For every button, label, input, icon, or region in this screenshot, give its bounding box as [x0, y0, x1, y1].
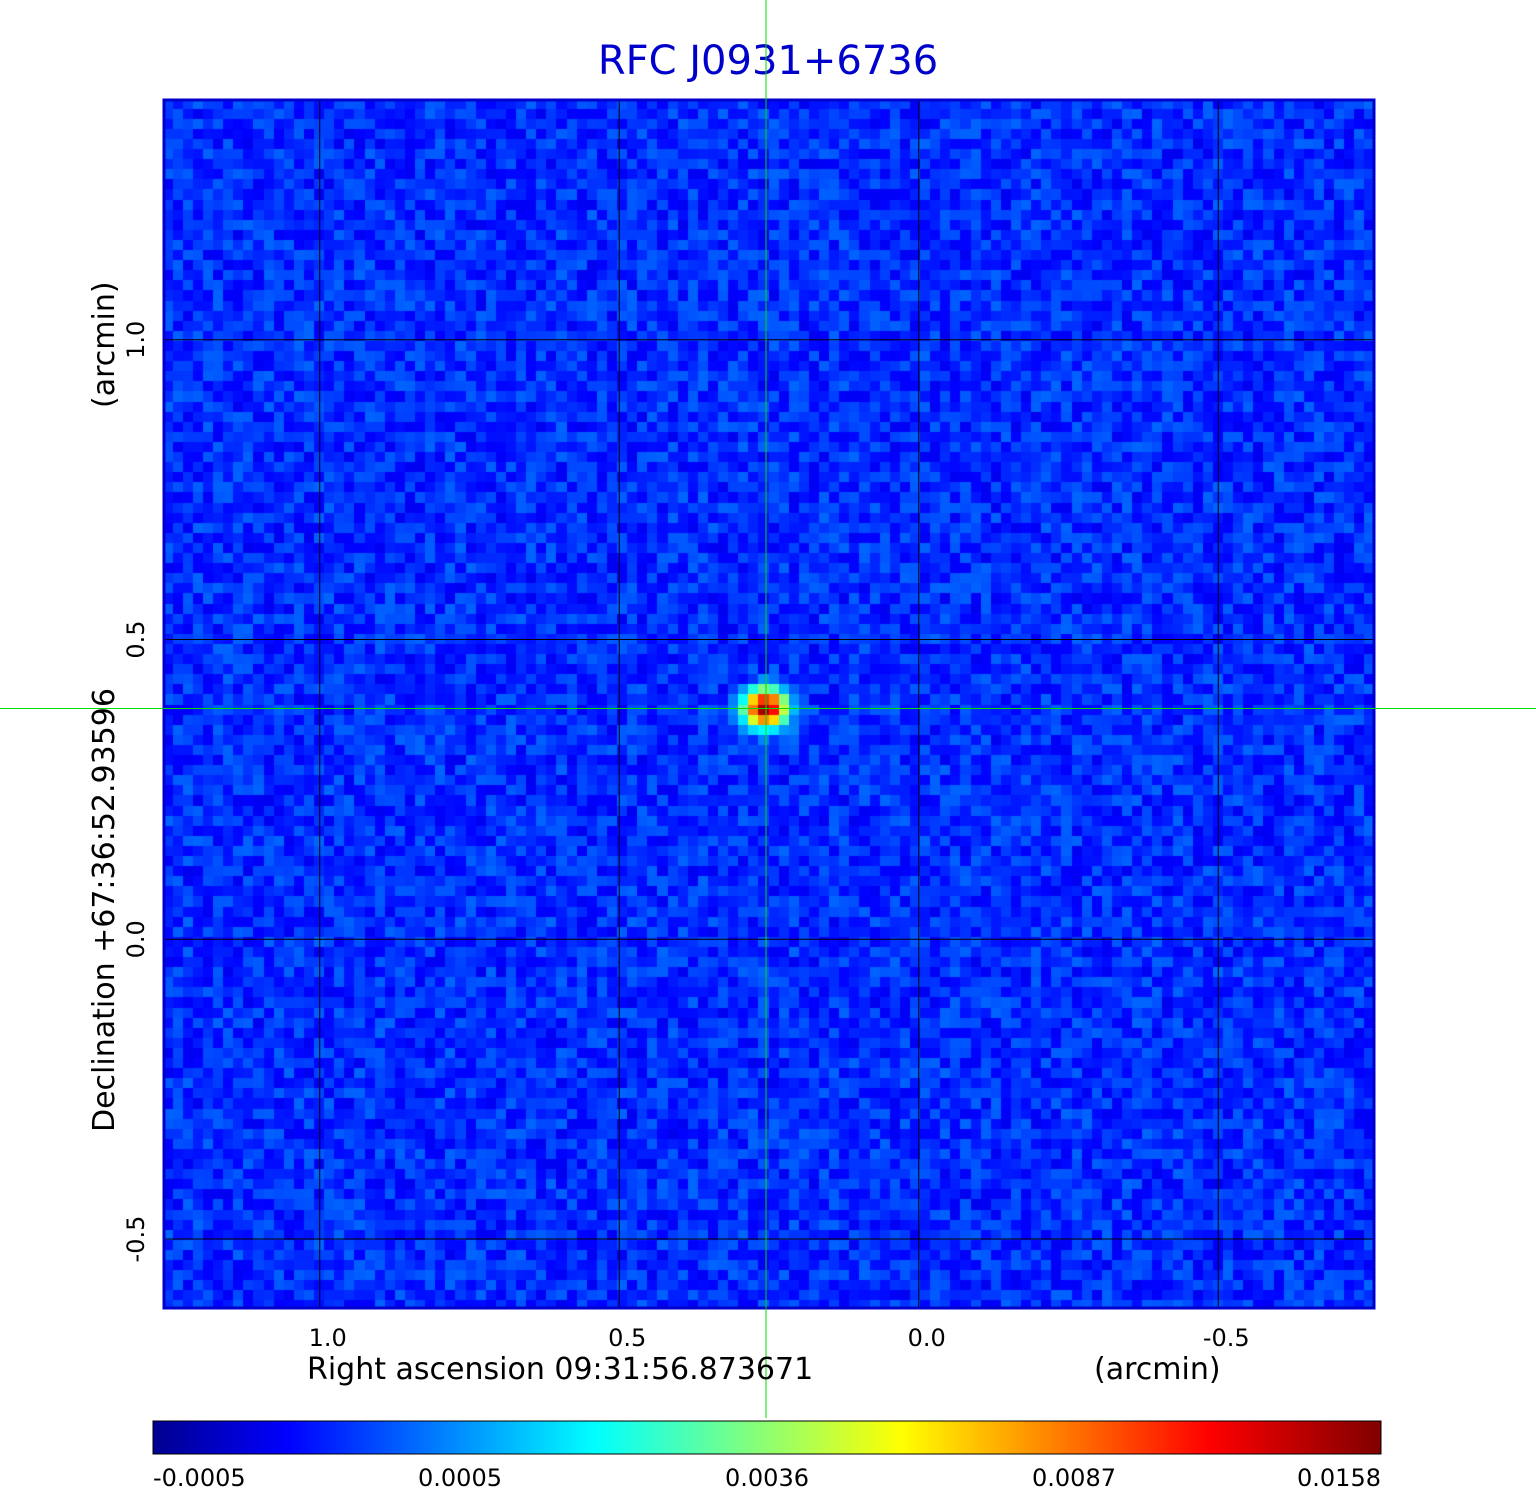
- y-tick-label: 0.0: [122, 920, 150, 958]
- plot-frame: [162, 98, 1376, 1310]
- grid-lines: [164, 100, 1374, 1308]
- x-axis-label: Right ascension 09:31:56.873671: [307, 1352, 813, 1387]
- colorbar: [152, 1420, 1382, 1455]
- colorbar-tick-label: 0.0005: [418, 1464, 502, 1492]
- colorbar-tick-labels: -0.0005 0.0005 0.0036 0.0087 0.0158: [153, 1464, 1381, 1492]
- colorbar-tick-label: -0.0005: [153, 1464, 246, 1492]
- intensity-map: [163, 99, 1375, 1309]
- y-axis-unit: (arcmin): [87, 281, 122, 408]
- colorbar-tick-label: 0.0087: [1032, 1464, 1116, 1492]
- x-tick-label: 1.0: [309, 1324, 347, 1352]
- x-tick-label: 0.5: [608, 1324, 646, 1352]
- colorbar-tick-label: 0.0158: [1297, 1464, 1381, 1492]
- x-axis-unit: (arcmin): [1094, 1352, 1221, 1387]
- y-tick-label: 1.0: [122, 321, 150, 359]
- x-tick-label: -0.5: [1203, 1324, 1250, 1352]
- y-tick-label: -0.5: [122, 1216, 150, 1263]
- x-tick-label: 0.0: [908, 1324, 946, 1352]
- x-tick-labels: 1.0 0.5 0.0 -0.5: [309, 1324, 1250, 1352]
- chart-title: RFC J0931+6736: [597, 38, 939, 84]
- y-tick-label: 0.5: [122, 620, 150, 658]
- colorbar-tick-label: 0.0036: [725, 1464, 809, 1492]
- y-axis-label: Declination +67:36:52.93596: [87, 688, 122, 1132]
- crosshair: [0, 0, 1536, 1418]
- y-tick-labels: 1.0 0.5 0.0 -0.5: [122, 321, 150, 1263]
